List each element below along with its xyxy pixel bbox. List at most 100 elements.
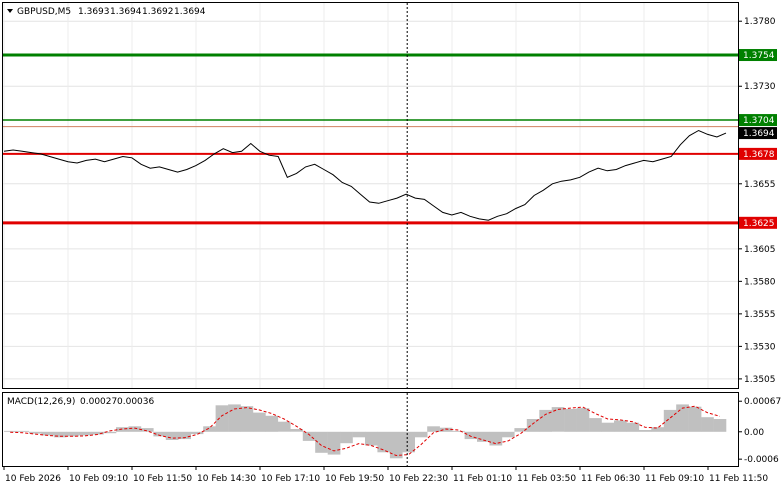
time-tick-label: 11 Feb 09:10 [645, 474, 704, 484]
macd-bar [4, 430, 17, 432]
macd-bar [103, 431, 117, 434]
macd-bar [327, 431, 341, 455]
ohlc-open: 1.3693 [78, 7, 110, 17]
macd-bar [253, 412, 266, 432]
macd-bar [315, 431, 328, 453]
macd-bar [514, 428, 528, 432]
macd-bar [302, 431, 316, 441]
macd-bar [701, 417, 714, 432]
macd-bar [53, 431, 67, 438]
macd-bar [663, 409, 677, 432]
time-tick-label: 11 Feb 01:10 [453, 474, 512, 484]
level-price-tag [739, 49, 777, 62]
macd-bar [489, 431, 503, 446]
macd-bar [439, 427, 453, 432]
macd-bar [464, 431, 478, 440]
symbol-label: GBPUSD,M5 [17, 7, 71, 17]
macd-bar [402, 431, 415, 453]
level-price-label: 1.3704 [743, 116, 775, 126]
level-price-tag [739, 114, 777, 127]
macd-bar [203, 426, 216, 432]
current-price-label: 1.3694 [743, 129, 775, 139]
current-price-marker: 1.3694 [739, 127, 777, 140]
macd-value-signal: 0.00036 [117, 397, 154, 407]
ohlc-low: 1.3692 [142, 7, 174, 17]
macd-bar [340, 431, 353, 444]
macd-bar [526, 419, 540, 432]
macd-bar [477, 431, 490, 442]
time-tick-label: 10 Feb 19:50 [325, 474, 384, 484]
macd-tick-label: 0.00067 [744, 397, 781, 407]
price-axis: 1.3780 1.3730 1.3655 1.3605 1.3580 1.3555 1.35… [738, 17, 777, 385]
macd-bar [564, 409, 577, 432]
time-tick-label: 11 Feb 06:30 [581, 474, 640, 484]
macd-bar [676, 404, 689, 432]
price-tick-label: 1.3530 [744, 342, 776, 352]
ohlc-high: 1.3694 [110, 7, 142, 17]
level-price-tag [739, 216, 777, 229]
macd-value-main: 0.00027 [80, 397, 117, 407]
time-tick-label: 10 Feb 14:30 [197, 474, 256, 484]
price-tick-label: 1.3730 [744, 82, 776, 92]
macd-bar [165, 431, 179, 440]
macd-bar [215, 405, 229, 432]
macd-bar [589, 418, 602, 432]
macd-bar [638, 430, 652, 432]
macd-bar [539, 409, 552, 432]
macd-bar [414, 431, 428, 438]
macd-bar [290, 429, 303, 432]
level-price-label: 1.3678 [743, 150, 775, 160]
macd-bar [91, 431, 104, 435]
ohlc-close: 1.3694 [174, 7, 206, 17]
macd-bar [140, 428, 154, 432]
macd-bar [178, 431, 191, 440]
macd-bar [240, 406, 254, 432]
time-tick-label: 10 Feb 11:50 [133, 474, 192, 484]
price-tick-label: 1.3580 [744, 277, 776, 287]
macd-bar [153, 431, 167, 437]
price-tick-label: 1.3655 [744, 180, 776, 190]
macd-bar [365, 431, 378, 446]
macd-bar [265, 415, 279, 432]
macd-bar [28, 431, 42, 434]
time-tick-label: 10 Feb 22:30 [389, 474, 448, 484]
price-tick-label: 1.3505 [744, 375, 776, 385]
time-tick-label: 11 Feb 11:50 [709, 474, 768, 484]
price-line [3, 129, 727, 221]
level-price-label: 1.3625 [743, 219, 775, 229]
macd-bar [501, 431, 515, 438]
macd-bar [16, 430, 30, 432]
time-axis: 10 Feb 2026 10 Feb 09:10 10 Feb 11:50 10 Fe… [3, 466, 768, 484]
macd-bar [190, 431, 204, 435]
macd-bar [277, 421, 291, 432]
macd-bar [452, 430, 465, 432]
macd-tick-label: 0.00 [744, 428, 764, 438]
time-tick-label: 11 Feb 03:50 [517, 474, 576, 484]
macd-bar [626, 422, 640, 432]
macd-bar [41, 431, 54, 436]
grid-lines [3, 3, 738, 388]
macd-signal-line [10, 405, 720, 457]
main-chart-frame [2, 2, 739, 389]
macd-bar [614, 420, 627, 432]
macd-bar [128, 426, 142, 432]
macd-bar [601, 422, 615, 432]
chart-menu-triangle-icon[interactable] [7, 9, 13, 13]
current-price-tag [739, 127, 777, 140]
macd-bar [228, 404, 241, 432]
price-tick-label: 1.3605 [744, 245, 776, 255]
price-levels [3, 53, 738, 225]
level-price-tag [739, 147, 777, 160]
macd-bar [688, 406, 702, 432]
macd-axis: 0.00067 0.00 -0.0006 [738, 397, 781, 465]
price-tick-label: 1.3780 [744, 17, 776, 27]
macd-bar [352, 431, 366, 438]
time-tick-label: 10 Feb 17:10 [261, 474, 320, 484]
macd-bar [389, 431, 403, 459]
macd-histogram [4, 404, 727, 459]
time-tick-label: 10 Feb 09:10 [69, 474, 128, 484]
macd-bar [116, 427, 129, 432]
macd-label: MACD(12,26,9) [7, 397, 75, 407]
macd-bar [377, 431, 391, 453]
